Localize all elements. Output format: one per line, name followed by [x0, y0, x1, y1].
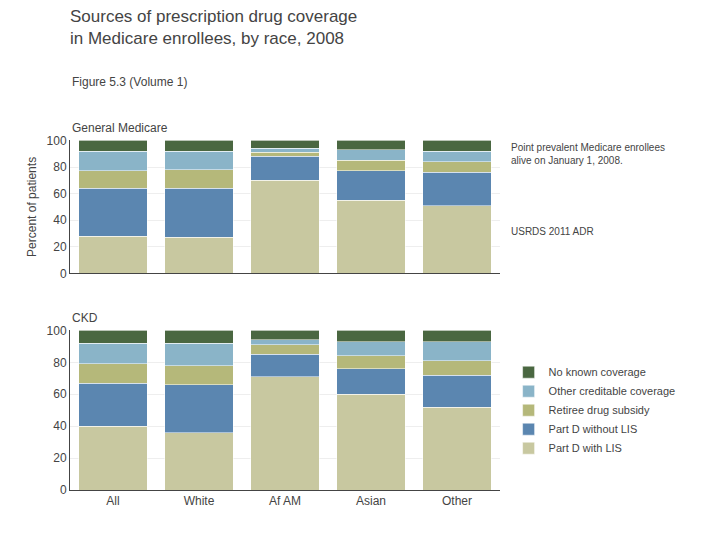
svg-text:Retiree drug subsidy: Retiree drug subsidy	[549, 404, 650, 416]
svg-text:80: 80	[53, 356, 67, 370]
svg-text:CKD: CKD	[72, 311, 98, 325]
svg-text:Part D without LIS: Part D without LIS	[549, 423, 638, 435]
svg-text:Asian: Asian	[356, 494, 386, 508]
svg-text:Other: Other	[442, 494, 472, 508]
svg-text:0: 0	[60, 483, 67, 497]
svg-text:White: White	[184, 494, 215, 508]
svg-text:80: 80	[53, 160, 67, 174]
svg-text:0: 0	[60, 267, 67, 281]
svg-text:Part D with LIS: Part D with LIS	[549, 442, 622, 454]
svg-text:20: 20	[53, 240, 67, 254]
svg-text:Point prevalent Medicare enrol: Point prevalent Medicare enrolleesalive …	[511, 142, 665, 166]
svg-text:Other creditable coverage: Other creditable coverage	[549, 385, 676, 397]
svg-text:40: 40	[53, 419, 67, 433]
svg-text:100: 100	[47, 324, 67, 338]
svg-text:40: 40	[53, 213, 67, 227]
svg-text:Sources of prescription drug c: Sources of prescription drug coveragein …	[70, 7, 357, 48]
svg-text:100: 100	[47, 134, 67, 148]
svg-text:Af AM: Af AM	[269, 494, 301, 508]
svg-text:Percent of patients: Percent of patients	[25, 157, 39, 257]
svg-text:60: 60	[53, 387, 67, 401]
svg-text:No known coverage: No known coverage	[549, 366, 646, 378]
svg-text:Figure 5.3 (Volume 1): Figure 5.3 (Volume 1)	[72, 75, 187, 89]
svg-text:USRDS 2011 ADR: USRDS 2011 ADR	[511, 226, 594, 237]
svg-text:20: 20	[53, 451, 67, 465]
svg-text:All: All	[106, 494, 119, 508]
svg-text:General Medicare: General Medicare	[72, 121, 168, 135]
svg-text:60: 60	[53, 187, 67, 201]
